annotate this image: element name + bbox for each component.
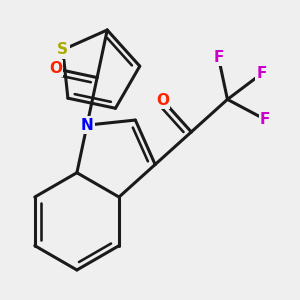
Text: F: F bbox=[260, 112, 270, 127]
Text: F: F bbox=[256, 66, 267, 81]
Text: N: N bbox=[81, 118, 93, 133]
Text: S: S bbox=[57, 42, 68, 57]
Text: O: O bbox=[49, 61, 62, 76]
Text: F: F bbox=[213, 50, 224, 65]
Text: O: O bbox=[156, 93, 169, 108]
